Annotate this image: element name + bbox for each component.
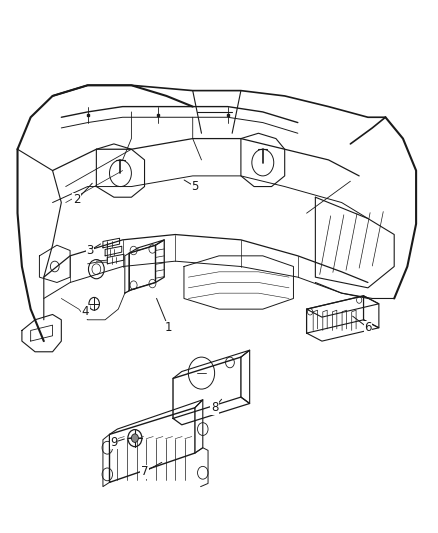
Text: 1: 1 xyxy=(165,321,173,334)
Text: 9: 9 xyxy=(110,436,118,449)
Text: 2: 2 xyxy=(73,193,81,206)
Circle shape xyxy=(131,434,138,442)
Text: 8: 8 xyxy=(211,401,218,414)
Text: 4: 4 xyxy=(81,305,89,318)
Text: 5: 5 xyxy=(191,180,198,193)
Text: 7: 7 xyxy=(141,465,148,478)
Text: 3: 3 xyxy=(86,244,93,257)
Text: 6: 6 xyxy=(364,321,372,334)
